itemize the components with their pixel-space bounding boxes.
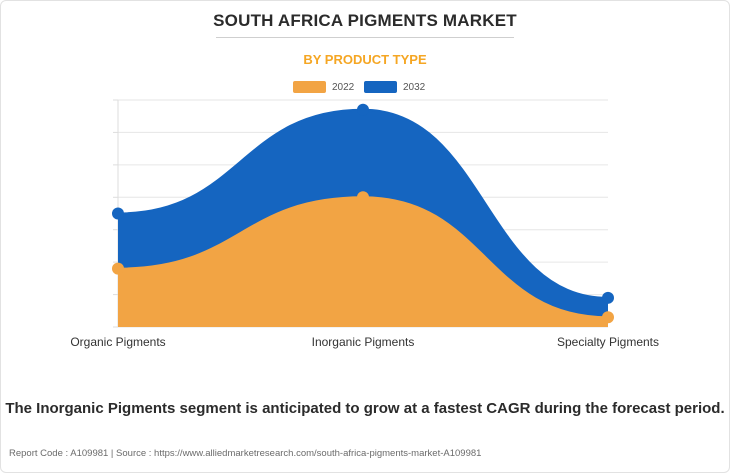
legend-swatch-2022 [293,81,326,93]
x-tick-label: Specialty Pigments [557,335,659,349]
legend-label-2022: 2022 [332,81,355,93]
legend: 2022 2032 [0,80,730,94]
legend-swatch-2032 [364,81,397,93]
chart-subtitle: BY PRODUCT TYPE [303,52,427,67]
area-series-2022 [118,197,608,327]
x-tick-label: Organic Pigments [70,335,165,349]
point-2032-1 [357,103,369,116]
point-2032-2 [602,291,614,304]
legend-item-2022[interactable]: 2022 [293,80,354,94]
legend-item-2032[interactable]: 2032 [364,80,425,94]
legend-label-2032: 2032 [403,81,426,93]
point-2022-0 [112,262,124,275]
chart-title: SOUTH AFRICA PIGMENTS MARKET [213,11,517,30]
point-2032-0 [112,207,124,220]
point-2022-2 [602,311,614,324]
title-divider [216,37,514,38]
chart-footnote: The Inorganic Pigments segment is antici… [5,400,725,417]
point-2022-1 [357,191,369,204]
x-tick-label: Inorganic Pigments [312,335,415,349]
source-note: Report Code : A109981 | Source : https:/… [9,448,482,459]
